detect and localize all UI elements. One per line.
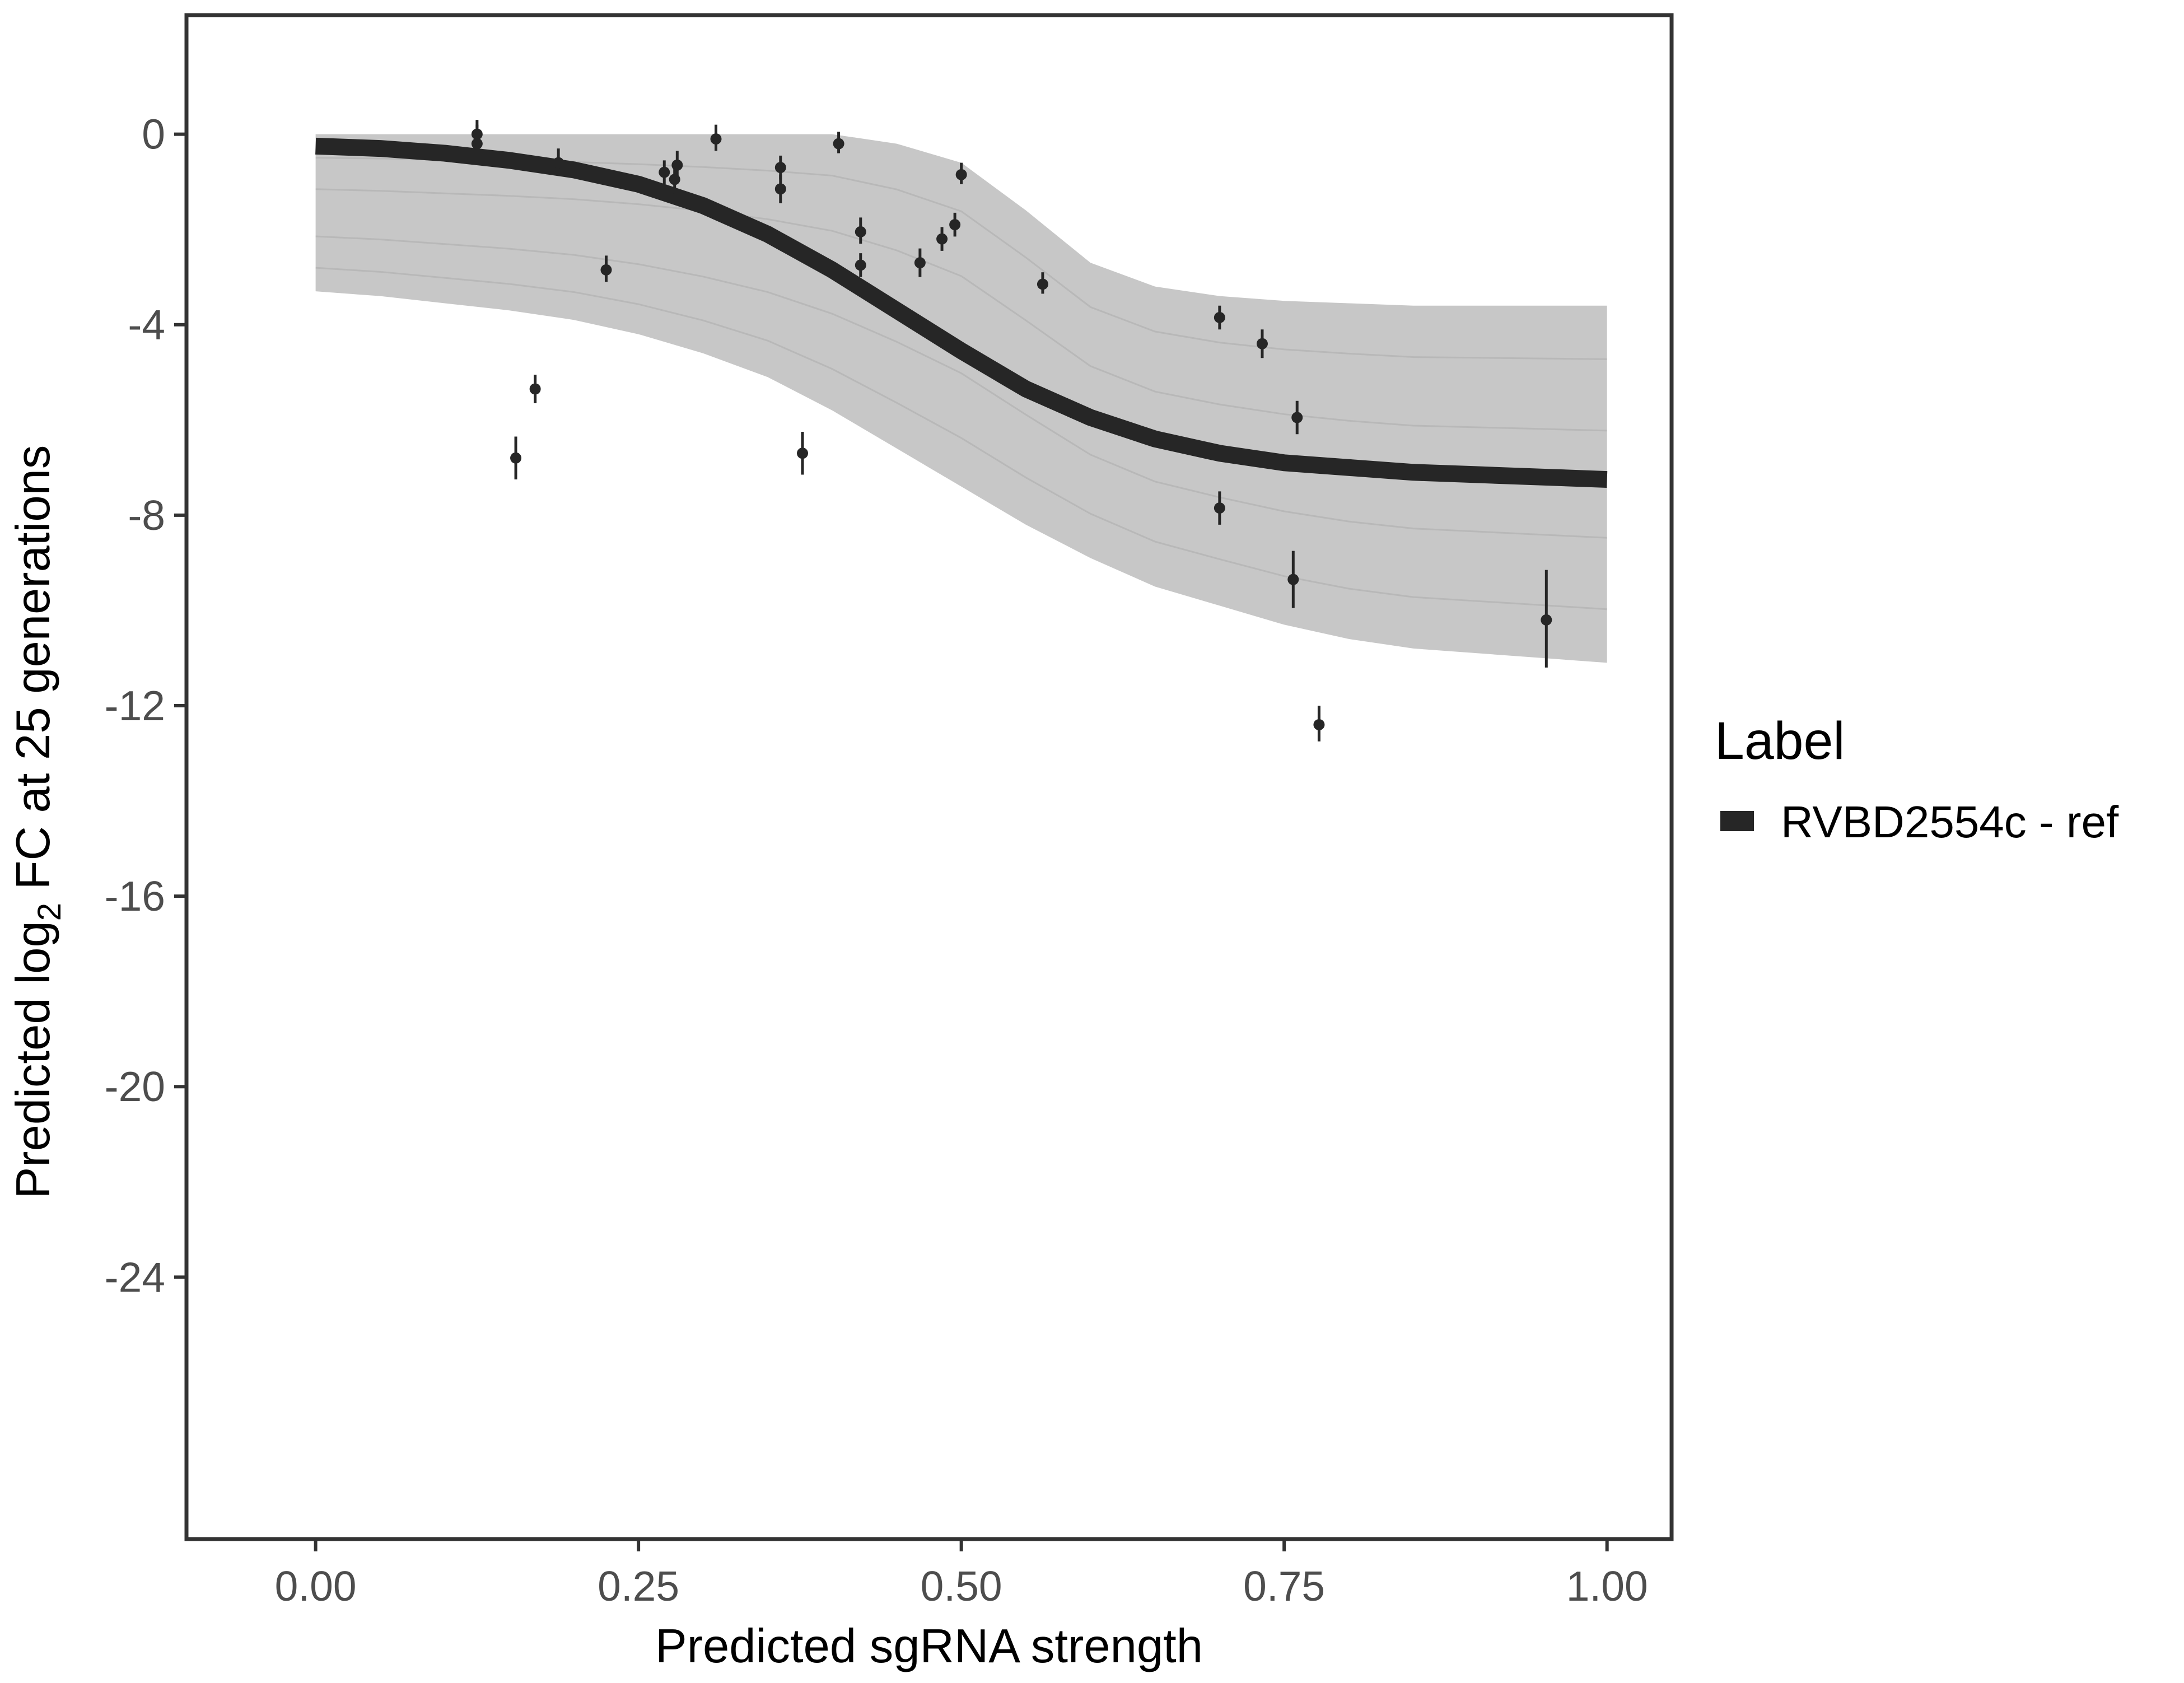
data-point	[1291, 412, 1303, 423]
y-axis-title: Predicted log2 FC at 25 generations	[7, 445, 68, 1199]
y-axis-title-prefix: Predicted log	[7, 921, 60, 1199]
x-tick-label: 0.25	[598, 1563, 679, 1610]
y-axis-title-subscript: 2	[31, 903, 68, 921]
data-point	[553, 157, 564, 169]
legend-title: Label	[1715, 711, 1845, 771]
data-point	[659, 166, 670, 178]
data-point	[1287, 574, 1299, 585]
data-point	[955, 169, 967, 180]
data-point	[797, 447, 809, 459]
data-point	[855, 259, 866, 271]
legend-label-rvbd2554c: RVBD2554c - ref	[1781, 797, 2119, 847]
data-point	[949, 219, 961, 231]
x-tick-label: 0.00	[275, 1563, 357, 1610]
posterior-draw-line	[315, 267, 1607, 610]
data-point	[1541, 614, 1552, 626]
data-point	[914, 257, 926, 269]
y-tick-label: -16	[105, 873, 165, 920]
posterior-band	[315, 134, 1607, 663]
data-point	[1256, 338, 1268, 349]
data-point	[1313, 719, 1325, 730]
x-tick-label: 0.50	[921, 1563, 1002, 1610]
fitted-curve-line	[315, 137, 1608, 488]
data-point	[671, 159, 683, 171]
axes: 0.00 0.25 0.50 0.75 1.00 0 -4 -8 -12 -16 -20 -24	[105, 111, 1648, 1610]
data-point	[1214, 311, 1225, 323]
posterior-draw-line	[315, 188, 1607, 432]
data-point	[510, 452, 522, 464]
data-point	[1037, 278, 1048, 290]
x-tick-label: 0.75	[1243, 1563, 1325, 1610]
data-point	[774, 183, 786, 195]
y-axis-title-suffix: FC at 25 generations	[7, 445, 60, 903]
legend: Label RVBD2554c - ref	[1715, 711, 2119, 847]
y-tick-label: -20	[105, 1063, 165, 1110]
y-tick-label: -12	[105, 682, 165, 729]
data-point	[1214, 502, 1225, 514]
y-tick-label: -24	[105, 1253, 165, 1300]
data-point	[710, 133, 722, 145]
data-point	[855, 226, 866, 237]
y-tick-label: 0	[142, 111, 165, 158]
x-tick-label: 1.00	[1566, 1563, 1648, 1610]
data-point	[774, 162, 786, 174]
panel-border	[184, 13, 1674, 1541]
x-axis-title: Predicted sgRNA strength	[655, 1620, 1203, 1673]
y-tick-label: -8	[128, 492, 165, 539]
data-point	[600, 264, 612, 276]
legend-key-rvbd2554c	[1720, 811, 1754, 831]
data-point	[936, 233, 948, 245]
data-point	[471, 138, 483, 150]
posterior-draw-line	[315, 235, 1607, 539]
plot-area	[315, 120, 1608, 742]
y-tick-label: -4	[128, 301, 165, 348]
data-point	[833, 138, 844, 150]
data-point	[529, 383, 541, 395]
